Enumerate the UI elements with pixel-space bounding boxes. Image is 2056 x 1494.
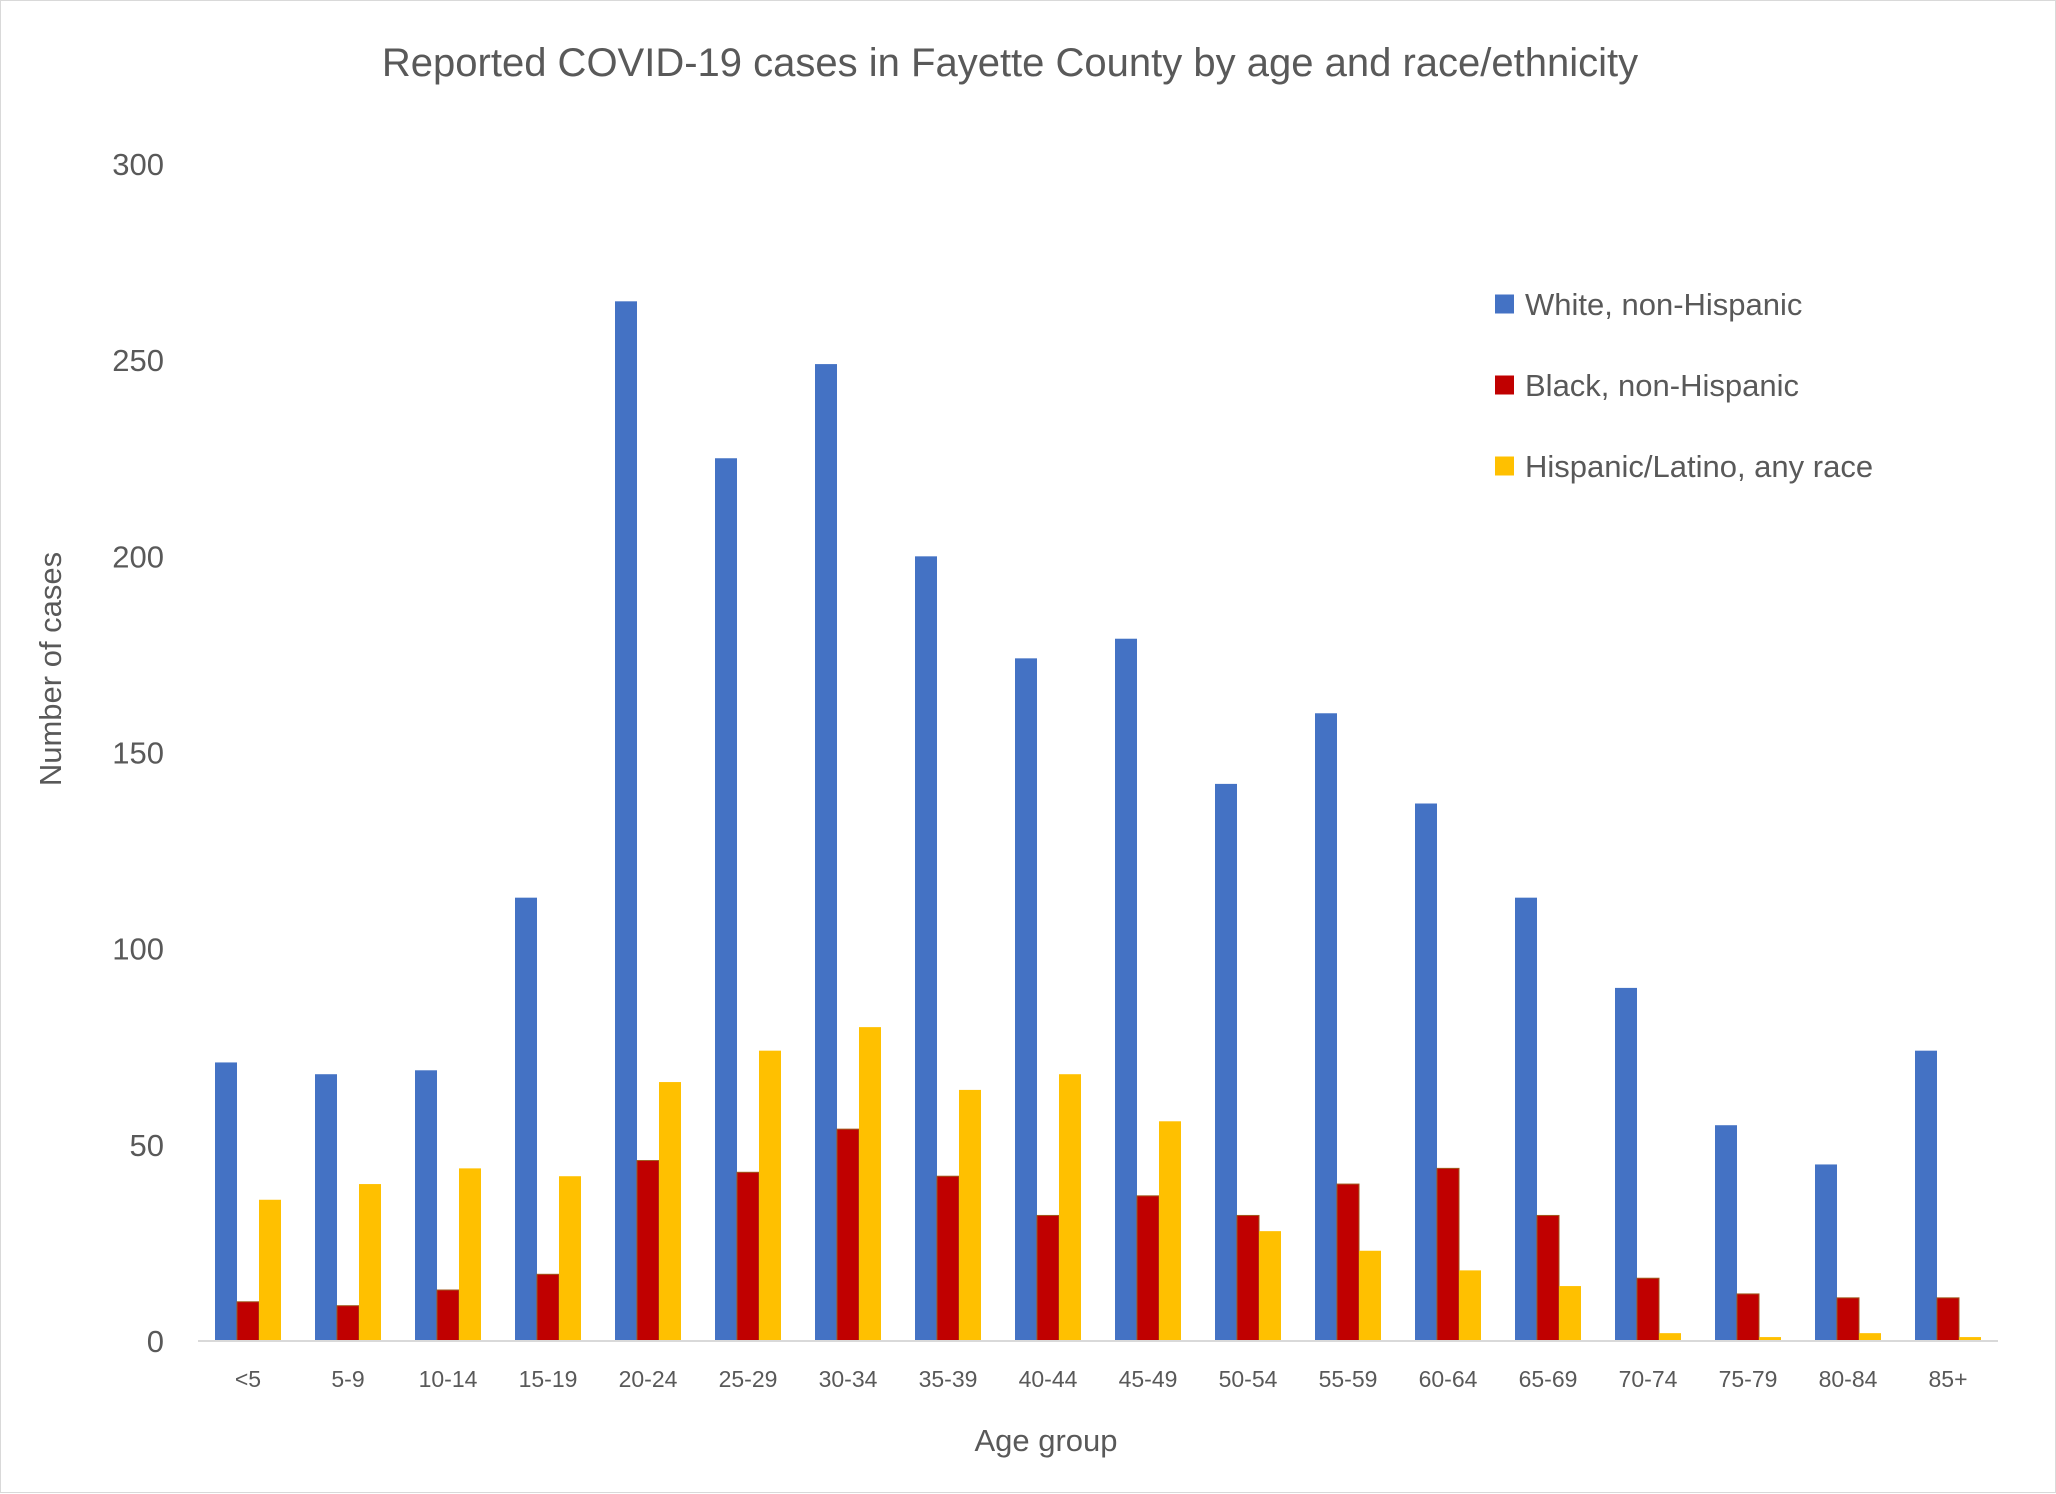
bar-white-9 [1115, 638, 1137, 1341]
bar-white-17 [1915, 1050, 1937, 1341]
bar-hispanic-7 [959, 1089, 981, 1341]
bar-black-12 [1436, 1167, 1460, 1342]
bar-white-1 [315, 1074, 337, 1341]
bar-black-4 [636, 1160, 660, 1342]
x-tick-label: 35-39 [919, 1366, 978, 1392]
bar-white-12 [1415, 803, 1437, 1341]
bar-hispanic-2 [459, 1168, 481, 1341]
legend-swatch [1495, 294, 1514, 314]
bar-hispanic-17 [1959, 1337, 1981, 1341]
x-axis-ticks: <5 5-9 10-14 15-19 20-24 25-29 30-34 35-39 40-44… [235, 1366, 1968, 1392]
bar-hispanic-10 [1259, 1231, 1281, 1341]
bar-black-9 [1136, 1195, 1160, 1342]
x-tick-label: 80-84 [1819, 1366, 1878, 1392]
bar-black-14 [1636, 1277, 1660, 1342]
bar-hispanic-1 [359, 1184, 381, 1341]
bar-white-3 [515, 897, 537, 1341]
x-tick-label: 70-74 [1619, 1366, 1678, 1392]
bar-hispanic-11 [1359, 1250, 1381, 1341]
legend-swatch [1495, 375, 1514, 395]
x-tick-label: 5-9 [331, 1366, 364, 1392]
bar-black-17 [1936, 1297, 1960, 1342]
bar-white-0 [215, 1062, 237, 1341]
y-tick-label: 250 [112, 343, 164, 378]
bar-black-1 [336, 1305, 360, 1342]
x-tick-label: 85+ [1928, 1366, 1967, 1392]
bar-white-8 [1015, 658, 1037, 1341]
bar-black-0 [236, 1301, 260, 1342]
x-tick-label: 10-14 [419, 1366, 478, 1392]
bar-hispanic-9 [1159, 1121, 1181, 1341]
bar-black-5 [736, 1171, 760, 1342]
bar-white-14 [1615, 987, 1637, 1341]
bar-hispanic-16 [1859, 1333, 1881, 1341]
x-tick-label: 15-19 [519, 1366, 578, 1392]
bar-hispanic-13 [1559, 1286, 1581, 1341]
bar-black-13 [1536, 1214, 1560, 1342]
bar-white-6 [815, 364, 837, 1342]
bar-white-4 [615, 301, 637, 1342]
x-tick-label: 30-34 [819, 1366, 878, 1392]
x-tick-label: 25-29 [719, 1366, 778, 1392]
bar-hispanic-0 [259, 1199, 281, 1341]
x-tick-label: <5 [235, 1366, 261, 1392]
bar-black-8 [1036, 1214, 1060, 1342]
x-tick-label: 50-54 [1219, 1366, 1278, 1392]
x-tick-label: 65-69 [1519, 1366, 1578, 1392]
bar-hispanic-5 [759, 1050, 781, 1341]
bar-hispanic-15 [1759, 1337, 1781, 1341]
bar-black-6 [836, 1128, 860, 1342]
legend-label: Hispanic/Latino, any race [1525, 449, 1873, 484]
bar-white-2 [415, 1070, 437, 1341]
legend-label: White, non-Hispanic [1525, 287, 1802, 322]
y-tick-label: 100 [112, 932, 164, 967]
x-tick-label: 55-59 [1319, 1366, 1378, 1392]
y-axis-label: Number of cases [33, 552, 68, 786]
x-tick-label: 40-44 [1019, 1366, 1078, 1392]
bar-black-11 [1336, 1183, 1360, 1342]
bar-black-16 [1836, 1297, 1860, 1342]
y-axis-ticks: 0 50 100 150 200 250 300 [112, 147, 164, 1359]
bar-black-2 [436, 1289, 460, 1342]
bar-black-7 [936, 1175, 960, 1342]
bar-hispanic-12 [1459, 1270, 1481, 1341]
legend-swatch [1495, 456, 1514, 476]
legend: White, non-Hispanic Black, non-Hispanic Hi… [1495, 287, 1873, 484]
bar-black-15 [1736, 1293, 1760, 1342]
x-axis-label: Age group [974, 1423, 1117, 1458]
bar-black-10 [1236, 1214, 1260, 1342]
bar-white-13 [1515, 897, 1537, 1341]
bar-hispanic-14 [1659, 1333, 1681, 1341]
bar-black-3 [536, 1273, 560, 1342]
x-tick-label: 20-24 [619, 1366, 678, 1392]
chart-title: Reported COVID-19 cases in Fayette Count… [382, 41, 1638, 85]
bar-white-5 [715, 458, 737, 1341]
bars [215, 301, 1981, 1342]
bar-white-10 [1215, 783, 1237, 1341]
y-tick-label: 150 [112, 736, 164, 771]
bar-white-15 [1715, 1125, 1737, 1341]
bar-hispanic-6 [859, 1027, 881, 1341]
bar-hispanic-4 [659, 1082, 681, 1341]
bar-hispanic-3 [559, 1176, 581, 1341]
y-tick-label: 200 [112, 539, 164, 574]
x-tick-label: 75-79 [1719, 1366, 1778, 1392]
bar-white-7 [915, 556, 937, 1341]
x-tick-label: 60-64 [1419, 1366, 1478, 1392]
x-tick-label: 45-49 [1119, 1366, 1178, 1392]
y-tick-label: 300 [112, 147, 164, 182]
y-tick-label: 50 [130, 1128, 164, 1163]
bar-white-11 [1315, 713, 1337, 1341]
bar-hispanic-8 [1059, 1074, 1081, 1341]
legend-label: Black, non-Hispanic [1525, 368, 1799, 403]
bar-white-16 [1815, 1164, 1837, 1341]
y-tick-label: 0 [147, 1324, 164, 1359]
